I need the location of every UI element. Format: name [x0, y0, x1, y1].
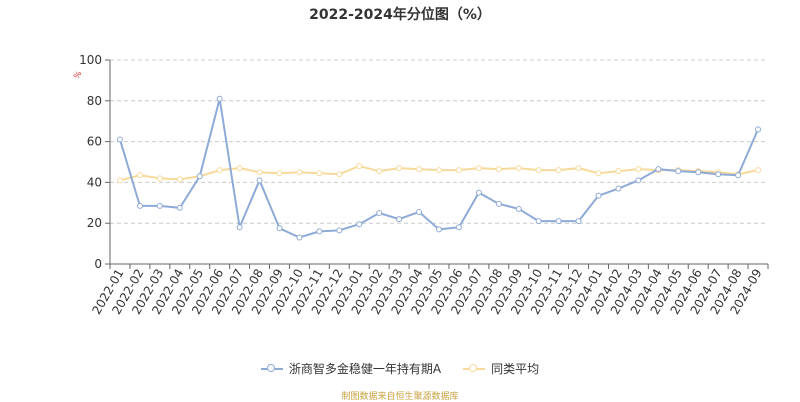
source-note: 制图数据来自恒生聚源数据库: [341, 392, 459, 402]
data-point-peer-average: [755, 167, 762, 174]
legend: 浙商智多金稳健一年持有期A 同类平均: [0, 360, 800, 377]
data-point-peer-average: [296, 169, 303, 176]
data-point-fund: [416, 208, 423, 215]
data-point-fund: [515, 205, 522, 212]
data-point-fund: [455, 224, 462, 231]
data-point-peer-average: [156, 175, 163, 182]
data-point-peer-average: [455, 167, 462, 174]
data-point-fund: [735, 172, 742, 179]
data-point-peer-average: [276, 170, 283, 177]
chart-title: 2022-2024年分位图（%）: [309, 7, 491, 23]
data-point-fund: [755, 126, 762, 133]
y-tick-label-0: 0: [94, 257, 102, 271]
data-point-peer-average: [236, 165, 243, 172]
series-group: [116, 95, 762, 241]
data-point-peer-average: [436, 167, 442, 174]
data-point-peer-average: [376, 168, 383, 175]
data-point-fund: [336, 227, 343, 234]
data-point-fund: [635, 177, 642, 184]
data-point-peer-average: [176, 176, 183, 183]
data-point-fund: [156, 202, 163, 209]
legend-item-fund[interactable]: 浙商智多金稳健一年持有期A: [260, 360, 442, 377]
data-point-fund: [316, 228, 323, 235]
data-point-peer-average: [316, 170, 323, 177]
axes: 0204060801002022-012022-022022-032022-04…: [79, 53, 769, 317]
data-point-peer-average: [356, 163, 363, 170]
data-point-fund: [396, 216, 403, 223]
data-point-peer-average: [116, 177, 123, 184]
data-point-fund: [675, 168, 682, 175]
data-point-fund: [196, 173, 203, 180]
data-point-fund: [655, 166, 662, 173]
data-point-fund: [715, 171, 722, 178]
data-point-fund: [116, 136, 123, 143]
y-tick-label-80: 80: [87, 94, 102, 108]
data-point-peer-average: [475, 165, 482, 172]
data-point-fund: [475, 189, 482, 196]
y-tick-label-100: 100: [79, 53, 102, 67]
data-point-peer-average: [336, 171, 343, 178]
legend-marker-peer-average: [463, 363, 486, 374]
y-tick-label-40: 40: [87, 175, 102, 189]
data-point-fund: [176, 204, 183, 211]
data-point-fund: [376, 210, 383, 216]
data-point-peer-average: [595, 170, 602, 177]
data-point-fund: [296, 234, 303, 241]
data-point-fund: [216, 95, 223, 102]
data-point-peer-average: [416, 166, 423, 173]
data-point-peer-average: [515, 165, 522, 172]
legend-label-peer-average: 同类平均: [491, 362, 540, 376]
data-point-peer-average: [615, 168, 622, 175]
data-point-peer-average: [136, 172, 143, 179]
data-point-peer-average: [256, 169, 263, 176]
data-point-peer-average: [216, 167, 223, 174]
data-point-fund: [535, 218, 542, 225]
data-point-fund: [555, 218, 562, 225]
data-point-fund: [575, 218, 582, 225]
data-point-peer-average: [535, 167, 542, 174]
data-point-peer-average: [555, 167, 562, 174]
data-point-peer-average: [495, 166, 502, 173]
data-point-peer-average: [635, 166, 642, 173]
data-point-peer-average: [396, 165, 403, 172]
data-point-fund: [595, 192, 602, 199]
data-point-fund: [256, 177, 263, 184]
legend-label-fund: 浙商智多金稳健一年持有期A: [288, 362, 442, 376]
data-point-peer-average: [575, 165, 582, 172]
data-point-fund: [436, 226, 442, 233]
legend-item-peer-average[interactable]: 同类平均: [463, 360, 539, 377]
data-point-fund: [695, 169, 702, 176]
data-point-fund: [495, 200, 502, 207]
data-point-fund: [356, 221, 363, 228]
y-tick-label-60: 60: [87, 135, 102, 149]
y-tick-label-20: 20: [87, 216, 102, 230]
legend-marker-fund: [260, 363, 283, 374]
data-point-fund: [236, 224, 243, 231]
data-point-fund: [276, 225, 283, 232]
data-point-fund: [615, 185, 622, 192]
data-point-fund: [136, 202, 143, 209]
gridlines: [110, 59, 768, 224]
